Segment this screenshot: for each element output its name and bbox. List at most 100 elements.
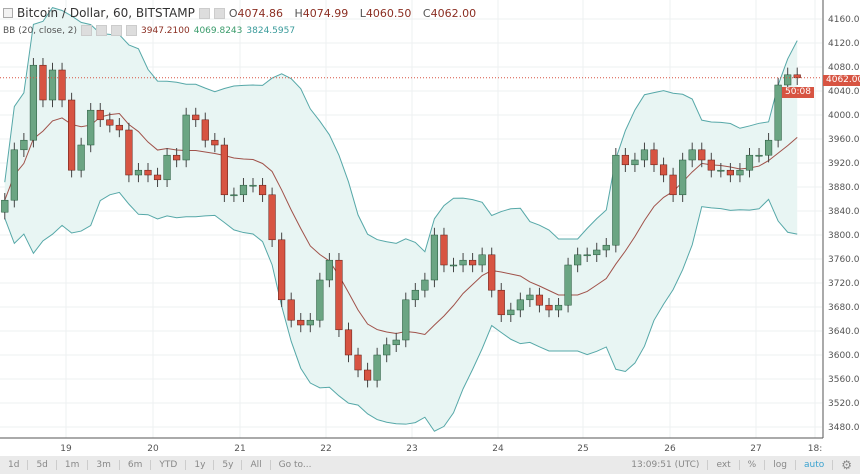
price-chart[interactable]: 4160.00 4120.00 4080.00 4040.00 4000.00 3960.…	[0, 0, 860, 456]
x-tick-label: 27	[750, 444, 761, 454]
candle	[650, 149, 658, 166]
bb-upper-line	[4, 7, 798, 253]
collapse-icon[interactable]	[3, 8, 13, 18]
range-3m[interactable]: 3m	[88, 460, 120, 470]
y-tick-label: 4120.00	[828, 39, 860, 49]
candle	[535, 294, 544, 306]
candle	[363, 369, 372, 381]
y-tick-label: 4160.00	[828, 15, 860, 25]
percent-toggle[interactable]: %	[740, 460, 766, 470]
candle	[526, 294, 534, 301]
close-icon[interactable]	[126, 25, 138, 36]
candle	[564, 264, 572, 306]
gear-icon[interactable]: ⚙	[841, 458, 852, 472]
range-1m[interactable]: 1m	[57, 460, 89, 470]
y-tick-label: 3680.00	[828, 303, 860, 313]
x-tick-label: 19	[60, 444, 72, 454]
y-tick-label: 3720.00	[828, 279, 860, 289]
candle	[48, 69, 57, 101]
range-6m[interactable]: 6m	[120, 460, 152, 470]
candle	[96, 109, 104, 121]
candle	[115, 124, 123, 131]
countdown-label: 50:08	[782, 87, 814, 98]
candle	[77, 144, 85, 171]
candle	[125, 129, 133, 176]
bb-name[interactable]: BB (20, close, 2)	[3, 25, 78, 36]
candle	[430, 234, 439, 281]
candle	[764, 139, 773, 156]
candle	[220, 144, 228, 196]
candle	[478, 254, 486, 266]
bb-lower-line	[4, 191, 798, 432]
symbol-legend: Bitcoin / Dollar, 60, BITSTAMP O4074.86 …	[3, 6, 484, 20]
candle	[106, 119, 114, 126]
y-tick-label: 4000.00	[828, 111, 860, 121]
candle	[698, 149, 706, 161]
x-tick-label: 24	[492, 444, 504, 454]
goto-button[interactable]: Go to...	[278, 460, 312, 470]
candle	[669, 174, 677, 196]
y-tick-label: 3840.00	[828, 207, 860, 217]
candle	[707, 159, 715, 171]
range-all[interactable]: All	[242, 460, 271, 470]
candle	[449, 264, 458, 267]
candle	[516, 299, 524, 311]
candle	[469, 259, 477, 266]
candle	[774, 84, 782, 141]
symbol-title[interactable]: Bitcoin / Dollar, 60, BITSTAMP	[17, 6, 195, 20]
candle	[29, 64, 38, 141]
candle	[192, 114, 200, 121]
settings-icon[interactable]	[96, 25, 108, 36]
eye-icon[interactable]	[198, 7, 210, 19]
candle	[402, 299, 410, 341]
ohlc-values: O4074.86 H4074.99 L4060.50 C4062.00	[228, 6, 477, 20]
candle	[201, 119, 209, 141]
candle	[354, 354, 362, 371]
candle	[440, 234, 448, 266]
candle	[87, 109, 95, 146]
candle	[726, 169, 734, 176]
range-1y[interactable]: 1y	[186, 460, 215, 470]
y-tick-label: 3480.00	[828, 423, 860, 433]
candle	[153, 174, 162, 181]
settings-icon[interactable]	[213, 7, 225, 19]
candle	[640, 149, 649, 161]
x-tick-label: 23	[406, 444, 417, 454]
candle	[211, 139, 219, 146]
bb-legend: BB (20, close, 2) 3947.2100 4069.8243 38…	[3, 25, 295, 36]
eye-icon[interactable]	[81, 25, 93, 36]
y-tick-label: 3640.00	[828, 327, 860, 337]
range-5y[interactable]: 5y	[214, 460, 243, 470]
bb-basis-line	[4, 113, 798, 336]
log-toggle[interactable]: log	[765, 460, 796, 470]
candle	[383, 344, 391, 356]
candle	[688, 149, 696, 161]
y-tick-label: 4080.00	[828, 63, 860, 73]
add-icon[interactable]	[111, 25, 123, 36]
range-1d[interactable]: 1d	[0, 460, 29, 470]
candle	[574, 254, 582, 266]
candle	[10, 149, 18, 201]
y-tick-label: 3760.00	[828, 255, 860, 265]
candle	[793, 74, 801, 79]
candle	[163, 154, 171, 181]
auto-toggle[interactable]: auto	[796, 460, 834, 470]
bb-upper: 4069.8243	[193, 25, 243, 36]
candle	[297, 319, 305, 326]
ext-toggle[interactable]: ext	[708, 460, 740, 470]
candle	[679, 159, 687, 196]
y-tick-label: 4040.00	[828, 87, 860, 97]
candle	[554, 304, 563, 311]
range-ytd[interactable]: YTD	[151, 460, 187, 470]
candle	[745, 154, 754, 171]
candle	[373, 354, 381, 381]
candle	[784, 74, 792, 86]
candle	[134, 169, 143, 176]
candle	[239, 184, 248, 196]
candle	[488, 254, 496, 291]
candle	[68, 99, 76, 171]
y-tick-label: 3880.00	[828, 183, 860, 193]
candle	[497, 289, 505, 316]
range-5d[interactable]: 5d	[28, 460, 57, 470]
candle	[659, 164, 668, 176]
